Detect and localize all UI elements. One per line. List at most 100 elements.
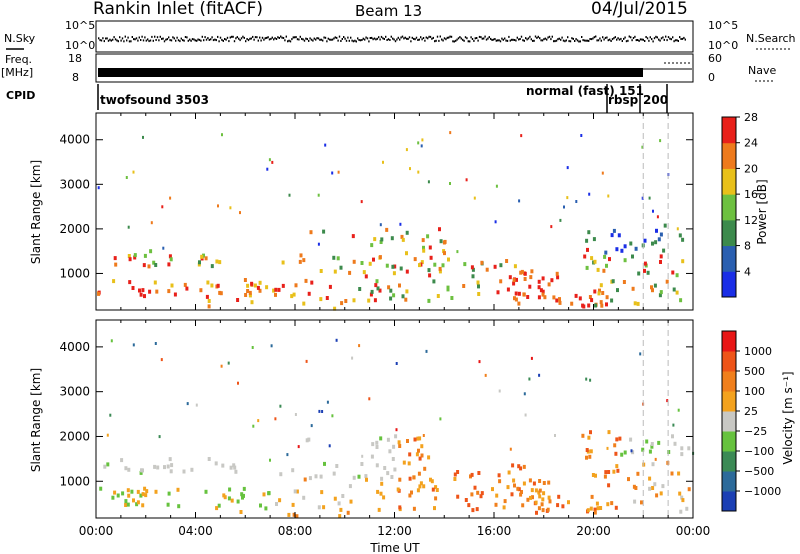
nsky-sample <box>233 40 236 43</box>
echo-cell <box>439 239 443 244</box>
echo-cell <box>373 298 377 303</box>
nsky-sample <box>351 39 353 42</box>
echo-cell <box>298 259 302 264</box>
echo-cell <box>666 399 669 403</box>
nsky-sample <box>390 35 392 38</box>
echo-cell <box>344 299 348 303</box>
nsky-sample <box>123 40 125 43</box>
nsky-sample <box>491 39 493 41</box>
echo-cell <box>620 452 624 457</box>
nsky-sample <box>485 38 488 41</box>
echo-cell <box>679 298 683 303</box>
echo-cell <box>429 255 433 260</box>
nsky-sample <box>428 35 430 38</box>
echo-cell <box>524 413 527 417</box>
echo-cell <box>600 303 604 308</box>
echo-cell <box>519 466 523 471</box>
colorbar-tick-label: −1000 <box>744 485 781 498</box>
velocity-heatmap-cells <box>99 320 695 519</box>
echo-cell <box>421 138 424 142</box>
echo-cell <box>352 475 356 480</box>
echo-cell <box>362 270 366 275</box>
echo-cell <box>540 502 544 507</box>
echo-cell <box>658 293 662 298</box>
time-axis-label: Time UT <box>369 541 420 554</box>
nsky-sample <box>394 40 397 43</box>
echo-cell <box>622 280 626 284</box>
echo-cell <box>507 470 511 475</box>
echo-cell <box>281 283 285 288</box>
nsky-sample <box>400 36 402 39</box>
nsky-sample <box>239 39 241 42</box>
echo-cell <box>583 254 587 259</box>
nsky-sample <box>266 36 268 39</box>
echo-cell <box>541 292 545 297</box>
nsky-sample <box>127 36 129 39</box>
power-colorbar: 4 8 12 16 20 24 28 <box>721 111 758 298</box>
x-tick-label: 04:00 <box>178 524 213 538</box>
nsky-sample <box>327 37 329 40</box>
echo-cell <box>491 487 494 492</box>
echo-cell <box>681 498 685 503</box>
echo-cell <box>480 491 484 496</box>
echo-cell <box>215 259 219 264</box>
nsky-sample <box>159 35 161 38</box>
echo-cell <box>538 494 542 499</box>
nsky-sample <box>378 36 380 39</box>
echo-cell <box>418 263 421 268</box>
echo-cell <box>594 473 597 478</box>
nsky-sample <box>372 38 374 41</box>
echo-cell <box>422 434 425 437</box>
echo-cell <box>352 259 356 264</box>
echo-cell <box>339 507 343 512</box>
nsky-sample <box>128 40 131 43</box>
nsky-sample <box>631 39 633 42</box>
nsky-sample <box>604 36 607 39</box>
echo-cell <box>478 360 481 364</box>
echo-cell <box>587 435 591 440</box>
echo-cell <box>250 300 254 305</box>
echo-cell <box>555 298 559 303</box>
echo-cell <box>236 499 240 504</box>
echo-cell <box>554 434 556 437</box>
echo-cell <box>563 205 565 209</box>
nsky-sample <box>130 40 132 43</box>
echo-cell <box>643 261 647 266</box>
nsky-sample <box>294 36 296 39</box>
echo-cell <box>614 451 618 456</box>
nsky-sample <box>508 35 510 38</box>
echo-cell <box>215 506 219 511</box>
echo-cell <box>248 293 252 298</box>
nsky-sample <box>154 35 156 38</box>
echo-cell <box>471 508 475 513</box>
nsky-sample <box>595 35 597 38</box>
echo-cell <box>591 473 595 477</box>
echo-cell <box>641 196 644 200</box>
nsky-sample <box>614 36 616 39</box>
nsky-sample <box>665 35 667 38</box>
echo-cell <box>127 467 131 472</box>
echo-cell <box>566 166 569 170</box>
echo-cell <box>418 484 422 489</box>
nsky-sample <box>449 35 451 38</box>
nsky-sample <box>295 36 297 39</box>
echo-cell <box>589 430 592 435</box>
nsky-sample <box>382 37 384 40</box>
echo-cell <box>519 270 523 275</box>
nsky-sample <box>275 38 278 40</box>
nsky-sample <box>170 39 173 42</box>
nsky-sample <box>270 37 272 40</box>
echo-cell <box>665 279 669 284</box>
echo-cell <box>227 496 231 501</box>
nsky-sample <box>277 36 279 39</box>
nsky-sample <box>599 37 601 40</box>
echo-cell <box>449 182 451 185</box>
echo-cell <box>441 263 445 268</box>
nsky-sample <box>511 38 513 41</box>
echo-cell <box>205 294 209 299</box>
echo-cell <box>494 502 498 507</box>
power-colorbar-label: Power [dB] <box>755 179 769 244</box>
nsky-sample <box>593 36 595 39</box>
echo-cell <box>378 255 382 260</box>
echo-cell <box>673 441 677 446</box>
